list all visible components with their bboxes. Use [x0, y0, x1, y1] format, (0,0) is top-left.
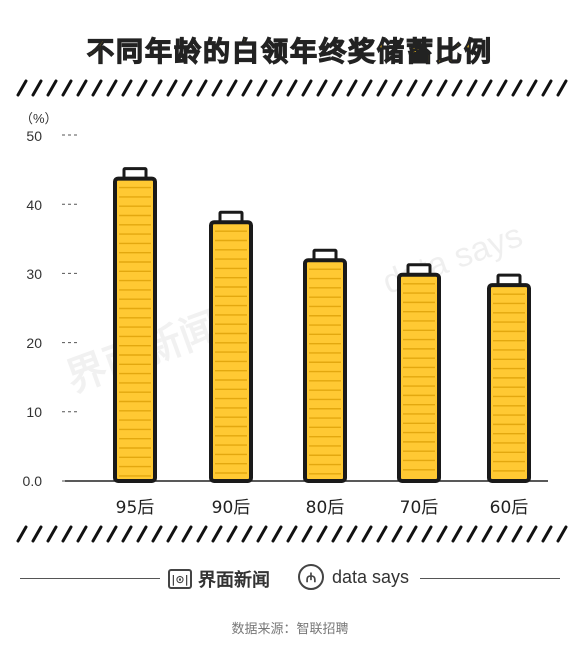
x-label-90: 90后: [211, 498, 251, 518]
bar: [397, 272, 441, 483]
x-label-80: 80后: [305, 498, 345, 518]
footer-rule-left: [20, 578, 160, 579]
data-source: 数据来源：智联招聘: [231, 622, 349, 637]
y-tick-40: 40: [26, 197, 42, 213]
y-tick-10: 10: [26, 404, 42, 420]
y-tick-50: 50: [26, 128, 42, 144]
jiemian-logo-icon: |⊙|: [168, 569, 192, 589]
brand-datasays-text: data says: [332, 566, 410, 587]
x-label-70: 70后: [399, 498, 439, 518]
zigzag-band-top: [16, 79, 568, 97]
bar: [113, 176, 157, 483]
y-tick-20: 20: [26, 335, 42, 351]
zigzag-band-bottom: [16, 525, 568, 543]
bar: [303, 258, 347, 484]
footer-rule-right: [420, 578, 560, 579]
y-tick-0: 0.0: [22, 473, 42, 489]
brand-jiemian: |⊙| 界面新闻: [168, 566, 270, 592]
y-tick-30: 30: [26, 266, 42, 282]
x-label-60: 60后: [489, 498, 529, 518]
bar: [487, 283, 531, 483]
x-label-95: 95后: [115, 498, 155, 518]
chart-title: 不同年龄的白领年终奖储蓄比例: [86, 36, 493, 68]
y-unit-label: （%）: [20, 111, 58, 126]
datasays-logo-icon: ₼: [298, 564, 324, 590]
brand-jiemian-text: 界面新闻: [198, 570, 270, 591]
brand-datasays: ₼ data says: [298, 564, 409, 590]
